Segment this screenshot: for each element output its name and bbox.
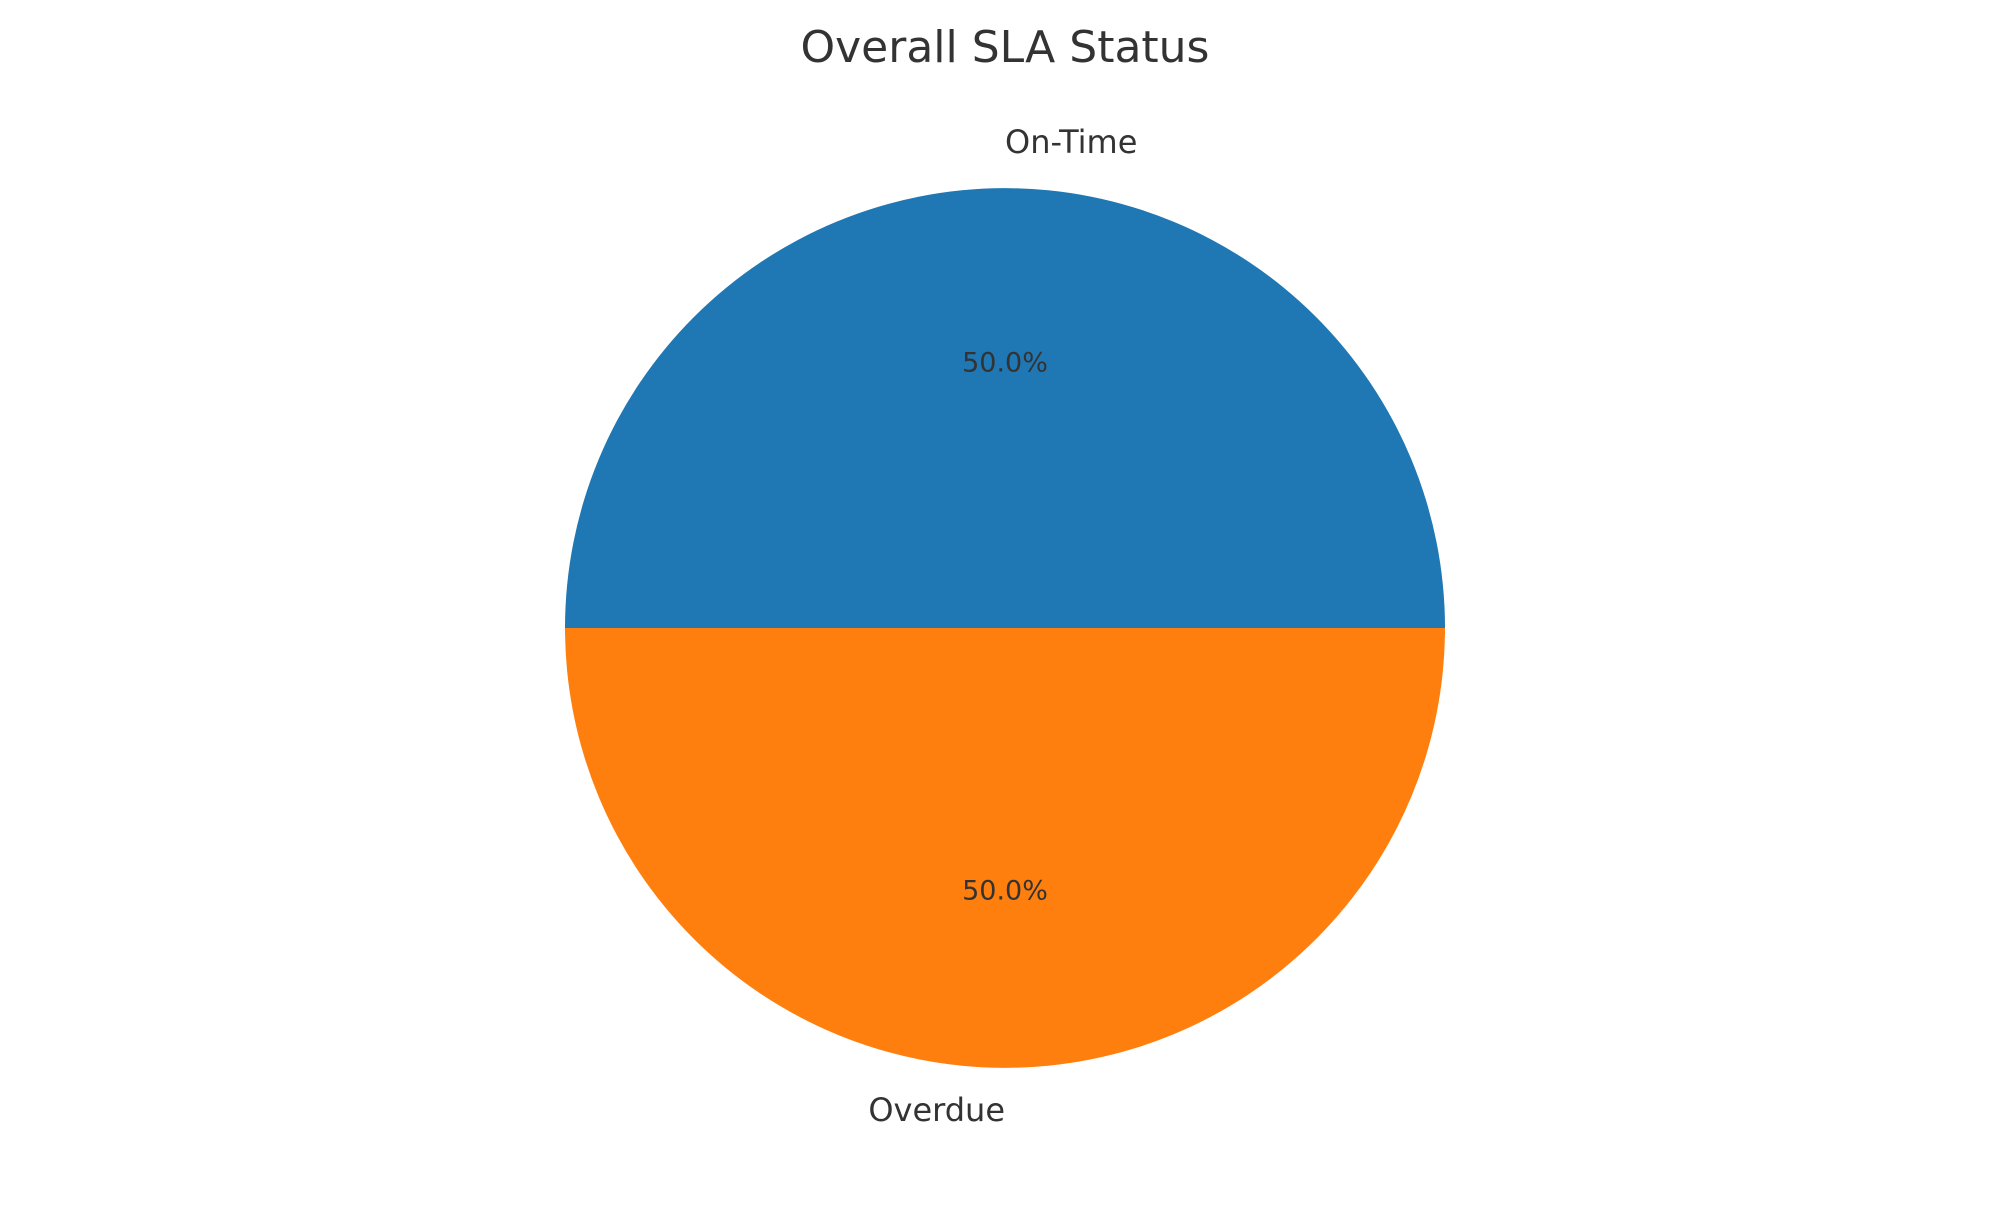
pie-labels: On-Time 50.0% Overdue 50.0% [868,123,1137,1129]
percent-label-overdue: 50.0% [962,876,1048,907]
pie-slices [565,188,1445,1068]
chart-title: Overall SLA Status [801,22,1210,73]
pie-slice-overdue [565,628,1445,1068]
slice-label-on-time: On-Time [1005,123,1137,161]
percent-label-on-time: 50.0% [962,348,1048,379]
slice-label-overdue: Overdue [868,1091,1005,1129]
pie-slice-on-time [565,188,1445,628]
